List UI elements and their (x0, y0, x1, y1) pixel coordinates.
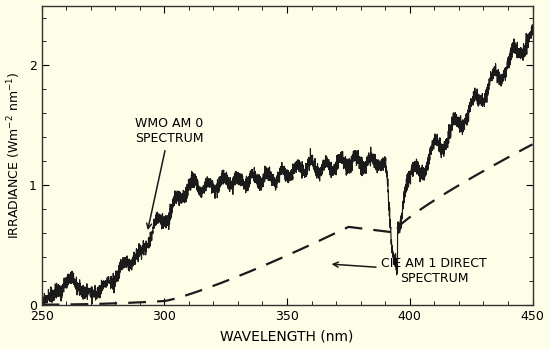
Text: WMO AM 0
SPECTRUM: WMO AM 0 SPECTRUM (135, 117, 204, 229)
Y-axis label: IRRADIANCE (Wm$^{-2}$ nm$^{-1}$): IRRADIANCE (Wm$^{-2}$ nm$^{-1}$) (6, 71, 23, 239)
Text: CIE AM 1 DIRECT
SPECTRUM: CIE AM 1 DIRECT SPECTRUM (333, 257, 487, 285)
X-axis label: WAVELENGTH (nm): WAVELENGTH (nm) (221, 329, 354, 343)
